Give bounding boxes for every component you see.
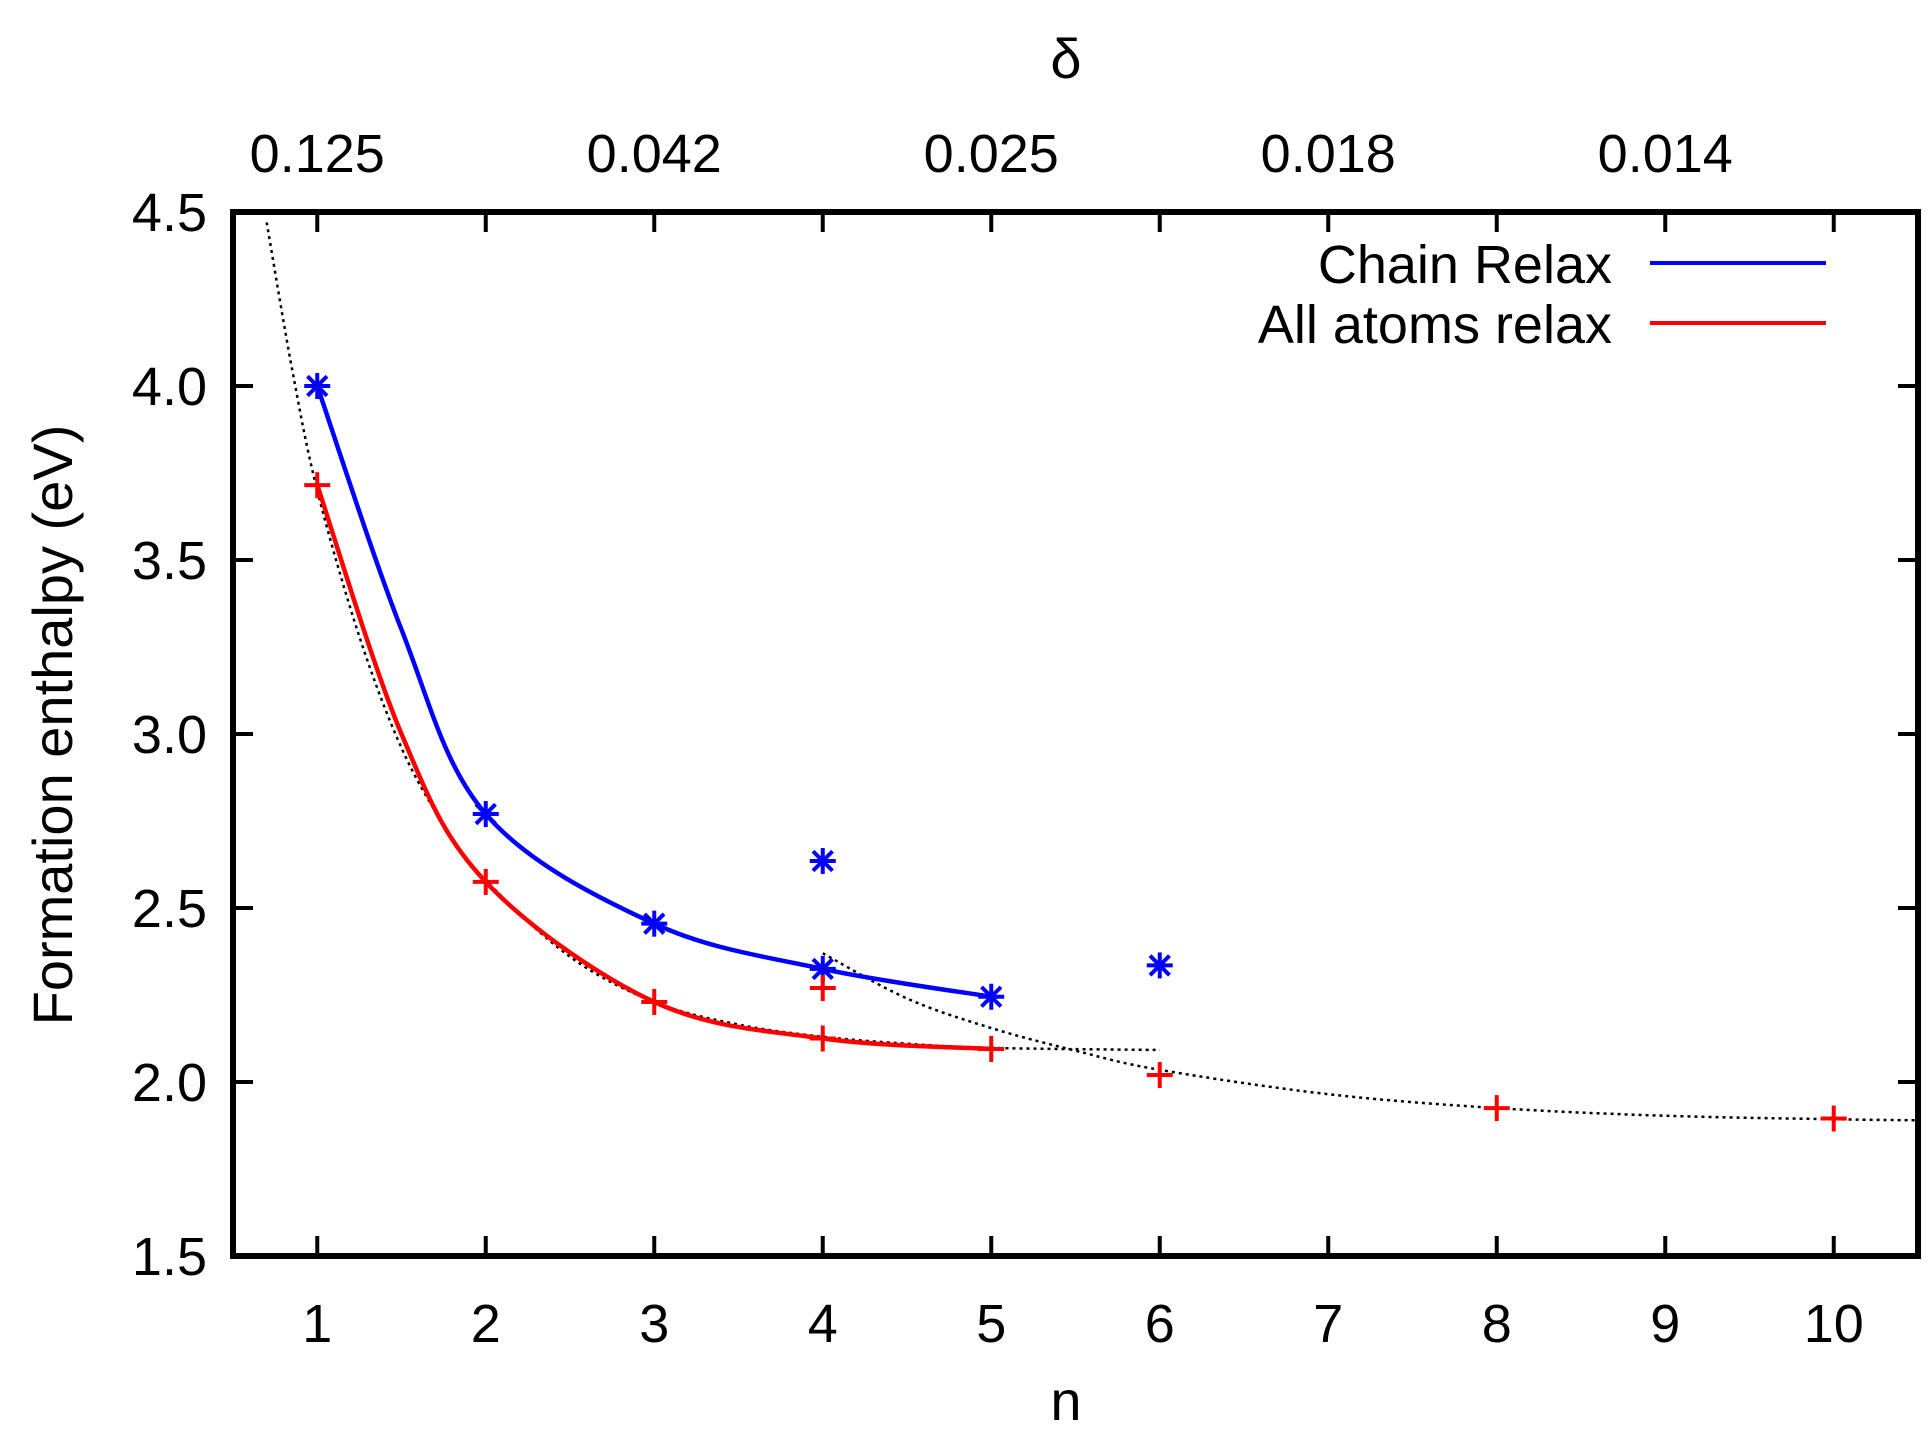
fit-curve bbox=[265, 222, 1160, 1052]
x2-tick-label: 0.025 bbox=[924, 124, 1059, 184]
series-curves bbox=[315, 385, 992, 1052]
y-tick-label: 3.5 bbox=[132, 531, 207, 591]
y-tick-label: 2.0 bbox=[132, 1053, 207, 1113]
x-tick-label: 9 bbox=[1650, 1294, 1680, 1354]
marker-stroke bbox=[474, 802, 497, 826]
data-point-chain-relax bbox=[641, 910, 668, 937]
data-point-all-atoms-relax bbox=[1146, 1062, 1173, 1089]
marker-stroke bbox=[811, 849, 834, 873]
y-tick-label: 4.5 bbox=[132, 183, 207, 243]
x2-tick-label: 0.014 bbox=[1598, 124, 1733, 184]
legend-label-all-atoms-relax: All atoms relax bbox=[1258, 295, 1612, 355]
y-tick-label: 3.0 bbox=[132, 705, 207, 765]
y-tick-label: 2.5 bbox=[132, 879, 207, 939]
x-tick-label: 1 bbox=[302, 1294, 332, 1354]
data-point-chain-relax bbox=[1146, 952, 1173, 979]
marker-stroke bbox=[643, 912, 666, 935]
marker-stroke bbox=[980, 985, 1003, 1008]
series-curve-all-atoms-relax bbox=[315, 484, 992, 1052]
x2-axis-title: δ bbox=[1050, 27, 1081, 90]
data-point-all-atoms-relax bbox=[809, 975, 836, 1002]
y-axis-title: Formation enthalpy (eV) bbox=[21, 425, 84, 1026]
x-axis-title: n bbox=[1050, 1369, 1081, 1432]
axis-ticks bbox=[233, 210, 1918, 1258]
x-tick-label: 2 bbox=[471, 1294, 501, 1354]
fit-curve bbox=[822, 952, 1919, 1122]
legend-label-chain-relax: Chain Relax bbox=[1318, 235, 1612, 295]
y-tick-label: 1.5 bbox=[132, 1227, 207, 1287]
x-tick-label: 3 bbox=[639, 1294, 669, 1354]
x-tick-label: 6 bbox=[1145, 1294, 1175, 1354]
x-tick-label: 5 bbox=[976, 1294, 1006, 1354]
x2-tick-label: 0.042 bbox=[587, 124, 722, 184]
data-point-all-atoms-relax bbox=[1820, 1105, 1847, 1132]
x-tick-label: 4 bbox=[808, 1294, 838, 1354]
marker-stroke bbox=[1148, 954, 1171, 977]
x-tick-label: 10 bbox=[1804, 1294, 1864, 1354]
data-point-all-atoms-relax bbox=[304, 472, 331, 499]
data-point-all-atoms-relax bbox=[472, 868, 499, 895]
data-point-chain-relax bbox=[978, 983, 1005, 1010]
series-markers bbox=[304, 373, 1847, 1132]
data-point-chain-relax bbox=[304, 373, 331, 399]
legend: Chain Relax All atoms relax bbox=[1258, 235, 1826, 355]
x2-tick-label: 0.018 bbox=[1261, 124, 1396, 184]
data-point-all-atoms-relax bbox=[641, 988, 668, 1015]
x2-tick-label: 0.125 bbox=[250, 124, 385, 184]
data-point-chain-relax bbox=[809, 848, 836, 875]
y-tick-label: 4.0 bbox=[132, 357, 207, 417]
data-point-all-atoms-relax bbox=[1483, 1095, 1510, 1122]
tick-labels: 1 2 3 4 5 6 7 8 9 10 0.125 0.042 0.025 0.018 0.014 1.5 2… bbox=[132, 124, 1864, 1354]
data-point-all-atoms-relax bbox=[978, 1035, 1005, 1062]
data-point-chain-relax bbox=[472, 801, 499, 828]
series-curve-chain-relax bbox=[315, 385, 992, 999]
fit-curves bbox=[265, 222, 1919, 1122]
plot-frame bbox=[230, 209, 1921, 1259]
marker-stroke bbox=[306, 374, 329, 398]
x-tick-label: 7 bbox=[1313, 1294, 1343, 1354]
x-tick-label: 8 bbox=[1482, 1294, 1512, 1354]
marker-stroke bbox=[811, 957, 834, 981]
data-point-all-atoms-relax bbox=[809, 1025, 836, 1052]
